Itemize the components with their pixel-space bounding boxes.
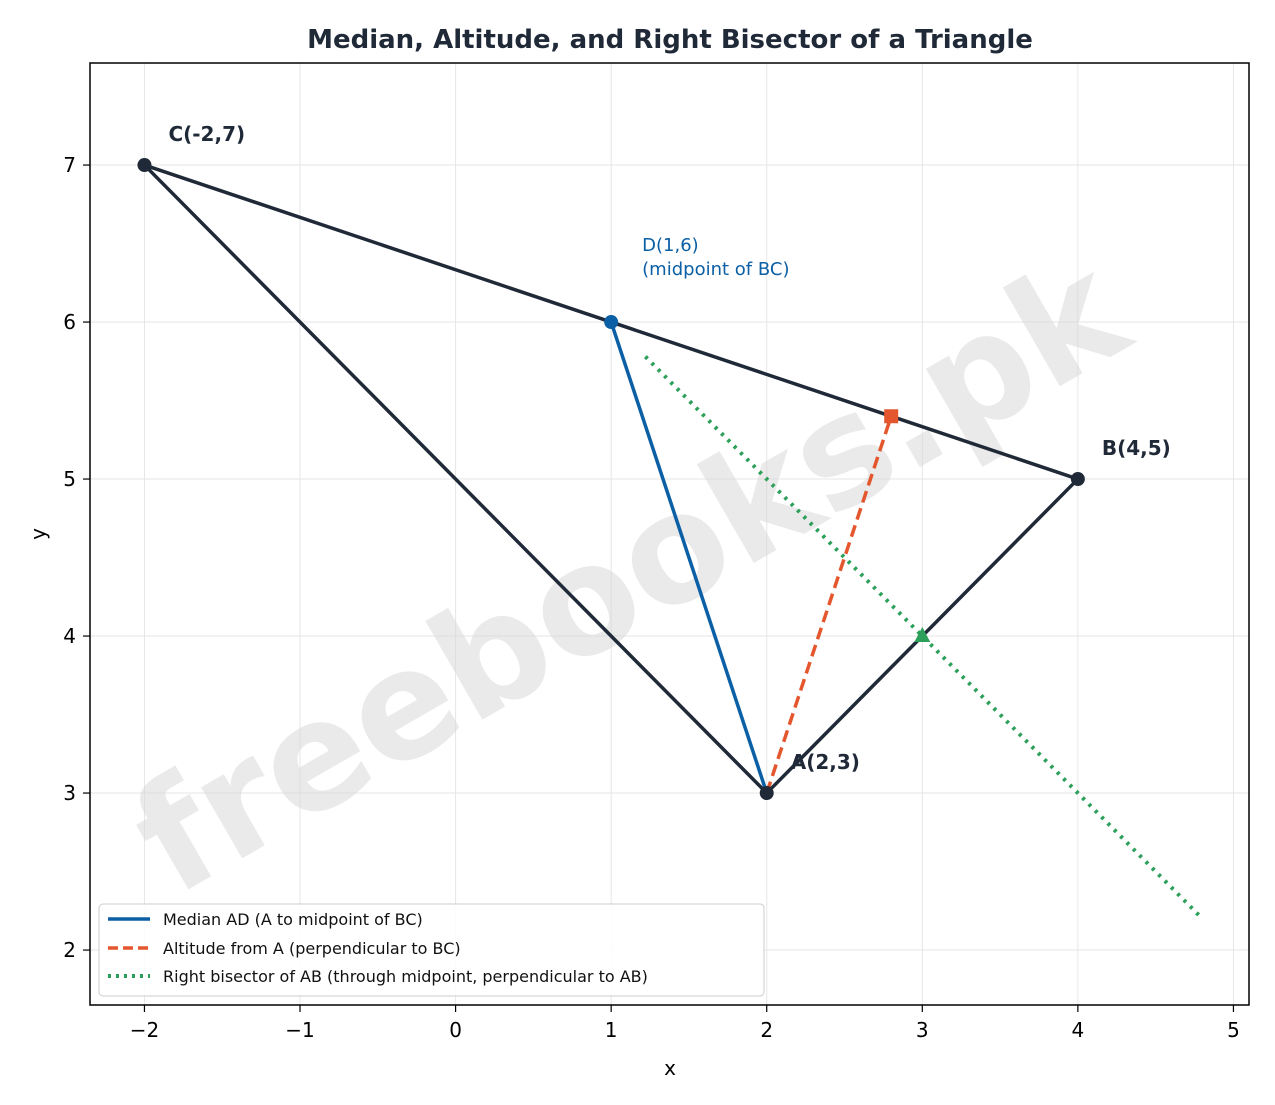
vertex-label-a: A(2,3) [791,750,860,774]
ab-midpoint-marker [914,627,931,643]
x-tick-label-4: 2 [760,1018,773,1042]
plot-area [137,158,1201,917]
legend-box [98,903,765,997]
vertex-label-b: B(4,5) [1102,436,1171,460]
x-tick-label-6: 4 [1072,1018,1085,1042]
grid [90,63,1249,1005]
vertex-c-marker [137,158,152,173]
y-axis-label: y [26,528,50,540]
midpoint-d-marker [604,315,619,330]
legend-label-bisector: Right bisector of AB (through midpoint, … [163,967,648,986]
axes-frame [89,62,1250,1006]
vertex-label-c: C(-2,7) [168,122,245,146]
y-tick-label-3: 5 [63,467,76,491]
vertex-a-marker [759,786,774,801]
x-tick-label-5: 3 [916,1018,929,1042]
vertex-b-marker [1070,472,1085,487]
altitude-foot-marker [884,409,899,424]
x-tick-label-2: 0 [449,1018,462,1042]
chart-title: Median, Altitude, and Right Bisector of … [307,25,1033,55]
y-tick-label-1: 3 [63,781,76,805]
y-tick-label-5: 7 [63,153,76,177]
x-tick-label-1: −1 [285,1018,314,1042]
y-tick-label-2: 4 [63,624,76,648]
midpoint-label: D(1,6) [642,235,699,256]
legend-label-altitude: Altitude from A (perpendicular to BC) [163,939,461,958]
ticks: −2 −1 0 1 2 3 4 5 2 3 4 5 6 7 [63,153,1240,1042]
y-tick-label-0: 2 [63,938,76,962]
altitude-line [765,415,893,794]
x-axis-label: x [664,1056,676,1080]
x-tick-label-7: 5 [1227,1018,1240,1042]
y-tick-label-4: 6 [63,310,76,334]
median-ad-line [609,321,769,794]
x-tick-label-0: −2 [130,1018,159,1042]
midpoint-label-note: (midpoint of BC) [642,259,789,280]
legend-label-median: Median AD (A to midpoint of BC) [163,910,423,929]
x-tick-label-3: 1 [605,1018,618,1042]
legend: Median AD (A to midpoint of BC) Altitude… [98,903,765,997]
